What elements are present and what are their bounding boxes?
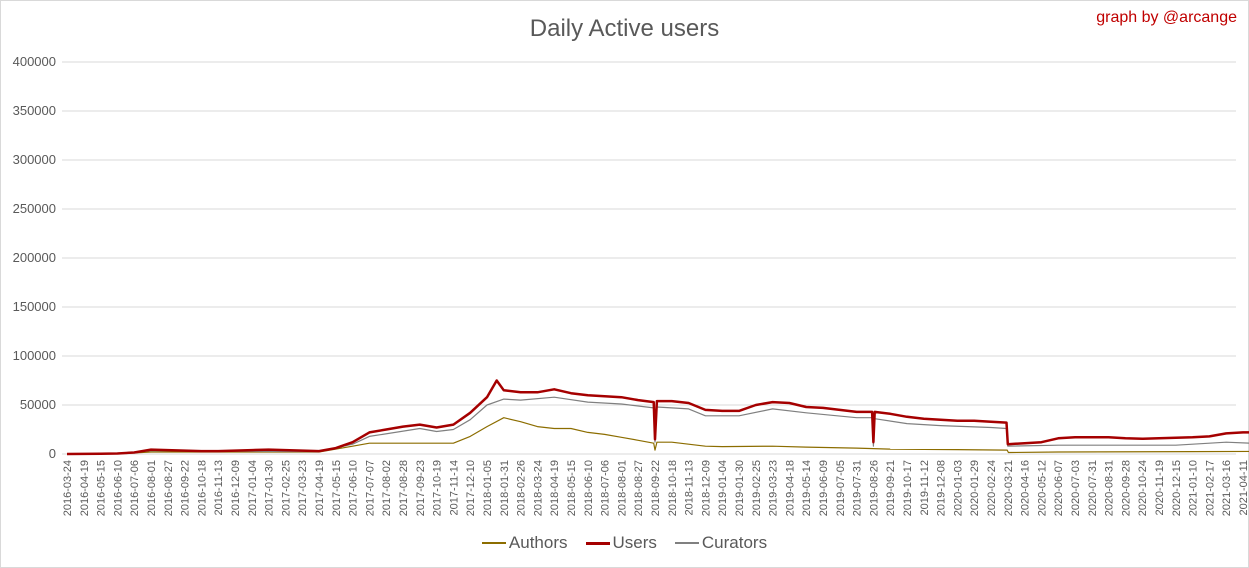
legend-label: Users bbox=[612, 533, 657, 552]
chart-title: Daily Active users bbox=[529, 15, 720, 42]
x-tick-label: 2020-07-03 bbox=[1070, 460, 1082, 516]
legend-swatch bbox=[481, 542, 506, 544]
y-tick-label: 150000 bbox=[13, 299, 56, 314]
x-tick-label: 2017-07-07 bbox=[364, 460, 376, 516]
legend-item-curators: Curators bbox=[674, 533, 768, 553]
x-tick-label: 2020-02-24 bbox=[986, 460, 998, 516]
x-tick-label: 2017-01-30 bbox=[264, 460, 276, 516]
x-tick-label: 2017-10-19 bbox=[432, 460, 444, 516]
legend-label: Curators bbox=[701, 533, 768, 552]
x-tick-label: 2020-09-28 bbox=[1120, 460, 1132, 516]
y-tick-label: 250000 bbox=[13, 201, 56, 216]
x-tick-label: 2019-01-04 bbox=[717, 460, 729, 516]
x-tick-label: 2017-04-19 bbox=[314, 460, 326, 516]
x-tick-label: 2020-10-24 bbox=[1137, 460, 1149, 516]
x-tick-label: 2016-03-24 bbox=[62, 460, 74, 516]
legend-label: Authors bbox=[508, 533, 568, 552]
x-tick-label: 2018-02-26 bbox=[516, 460, 528, 516]
series-line-curators bbox=[66, 396, 1249, 455]
x-tick-label: 2018-04-19 bbox=[549, 460, 561, 516]
x-tick-label: 2020-05-12 bbox=[1036, 460, 1048, 516]
legend-swatch bbox=[585, 541, 610, 545]
x-tick-label: 2018-01-05 bbox=[482, 460, 494, 516]
y-tick-label: 300000 bbox=[13, 152, 56, 167]
y-tick-label: 0 bbox=[49, 446, 56, 461]
chart-annotation: graph by @arcange bbox=[1096, 9, 1237, 26]
x-tick-label: 2017-06-10 bbox=[348, 460, 360, 516]
x-tick-label: 2017-02-25 bbox=[280, 460, 292, 516]
x-tick-label: 2016-05-15 bbox=[96, 460, 108, 516]
x-tick-label: 2019-02-25 bbox=[751, 460, 763, 516]
x-tick-label: 2019-01-30 bbox=[734, 460, 746, 516]
y-tick-label: 50000 bbox=[20, 397, 56, 412]
x-tick-label: 2019-08-26 bbox=[868, 460, 880, 516]
x-tick-label: 2019-11-12 bbox=[919, 460, 931, 515]
x-tick-label: 2019-03-23 bbox=[768, 460, 780, 516]
x-tick-label: 2019-09-21 bbox=[885, 460, 897, 516]
x-tick-label: 2020-07-31 bbox=[1087, 460, 1099, 516]
x-tick-label: 2017-03-23 bbox=[297, 460, 309, 516]
x-tick-label: 2019-07-05 bbox=[835, 460, 847, 516]
x-tick-label: 2018-11-13 bbox=[684, 460, 696, 515]
series-line-users bbox=[66, 379, 1249, 456]
x-tick-label: 2018-03-24 bbox=[532, 460, 544, 516]
x-tick-label: 2020-01-03 bbox=[952, 460, 964, 516]
x-tick-label: 2017-09-23 bbox=[415, 460, 427, 516]
x-tick-label: 2018-01-31 bbox=[499, 460, 511, 516]
x-tick-label: 2020-11-19 bbox=[1154, 460, 1166, 515]
x-tick-label: 2017-12-10 bbox=[465, 460, 477, 516]
x-tick-label: 2019-04-18 bbox=[784, 460, 796, 516]
x-tick-label: 2016-08-27 bbox=[163, 460, 175, 516]
x-tick-label: 2020-06-07 bbox=[1053, 460, 1065, 516]
x-tick-label: 2019-12-08 bbox=[936, 460, 948, 516]
x-tick-label: 2020-12-15 bbox=[1171, 460, 1183, 516]
x-tick-label: 2021-02-17 bbox=[1204, 460, 1216, 516]
x-tick-label: 2018-10-18 bbox=[667, 460, 679, 516]
x-tick-label: 2019-10-17 bbox=[902, 460, 914, 516]
x-tick-label: 2016-06-10 bbox=[112, 460, 124, 516]
x-tick-label: 2017-11-14 bbox=[448, 460, 460, 515]
y-tick-label: 400000 bbox=[13, 54, 56, 69]
x-tick-label: 2018-09-22 bbox=[650, 460, 662, 516]
x-tick-label: 2017-01-04 bbox=[247, 460, 259, 516]
x-tick-label: 2021-04-11 bbox=[1238, 460, 1249, 515]
legend-swatch bbox=[674, 542, 699, 544]
y-tick-label: 350000 bbox=[13, 103, 56, 118]
x-tick-label: 2018-06-10 bbox=[583, 460, 595, 516]
x-tick-label: 2017-05-15 bbox=[331, 460, 343, 516]
x-tick-label: 2019-05-14 bbox=[801, 460, 813, 516]
x-tick-label: 2016-08-01 bbox=[146, 460, 158, 516]
x-tick-label: 2018-08-01 bbox=[616, 460, 628, 516]
x-tick-label: 2016-10-18 bbox=[196, 460, 208, 516]
x-tick-label: 2016-09-22 bbox=[180, 460, 192, 516]
legend-item-authors: Authors bbox=[481, 533, 568, 553]
x-tick-label: 2017-08-02 bbox=[381, 460, 393, 516]
x-tick-label: 2020-04-16 bbox=[1020, 460, 1032, 516]
x-tick-label: 2018-07-06 bbox=[600, 460, 612, 516]
x-tick-label: 2016-04-19 bbox=[79, 460, 91, 516]
x-tick-label: 2021-01-10 bbox=[1188, 460, 1200, 516]
x-tick-label: 2016-07-06 bbox=[129, 460, 141, 516]
x-tick-label: 2017-08-28 bbox=[398, 460, 410, 516]
x-tick-label: 2020-08-31 bbox=[1104, 460, 1116, 516]
x-tick-label: 2018-12-09 bbox=[700, 460, 712, 516]
x-tick-label: 2019-07-31 bbox=[852, 460, 864, 516]
x-tick-label: 2019-06-09 bbox=[818, 460, 830, 516]
x-tick-label: 2018-08-27 bbox=[633, 460, 645, 516]
x-tick-label: 2018-05-15 bbox=[566, 460, 578, 516]
series-line-authors bbox=[66, 417, 1249, 455]
x-tick-label: 2020-01-29 bbox=[969, 460, 981, 516]
x-tick-label: 2021-03-16 bbox=[1221, 460, 1233, 516]
legend: Authors Users Curators bbox=[0, 533, 1249, 553]
x-tick-label: 2020-03-21 bbox=[1003, 460, 1015, 516]
x-tick-label: 2016-12-09 bbox=[230, 460, 242, 516]
y-tick-label: 100000 bbox=[13, 348, 56, 363]
x-tick-label: 2016-11-13 bbox=[213, 460, 225, 515]
y-tick-label: 200000 bbox=[13, 250, 56, 265]
legend-item-users: Users bbox=[585, 533, 657, 553]
